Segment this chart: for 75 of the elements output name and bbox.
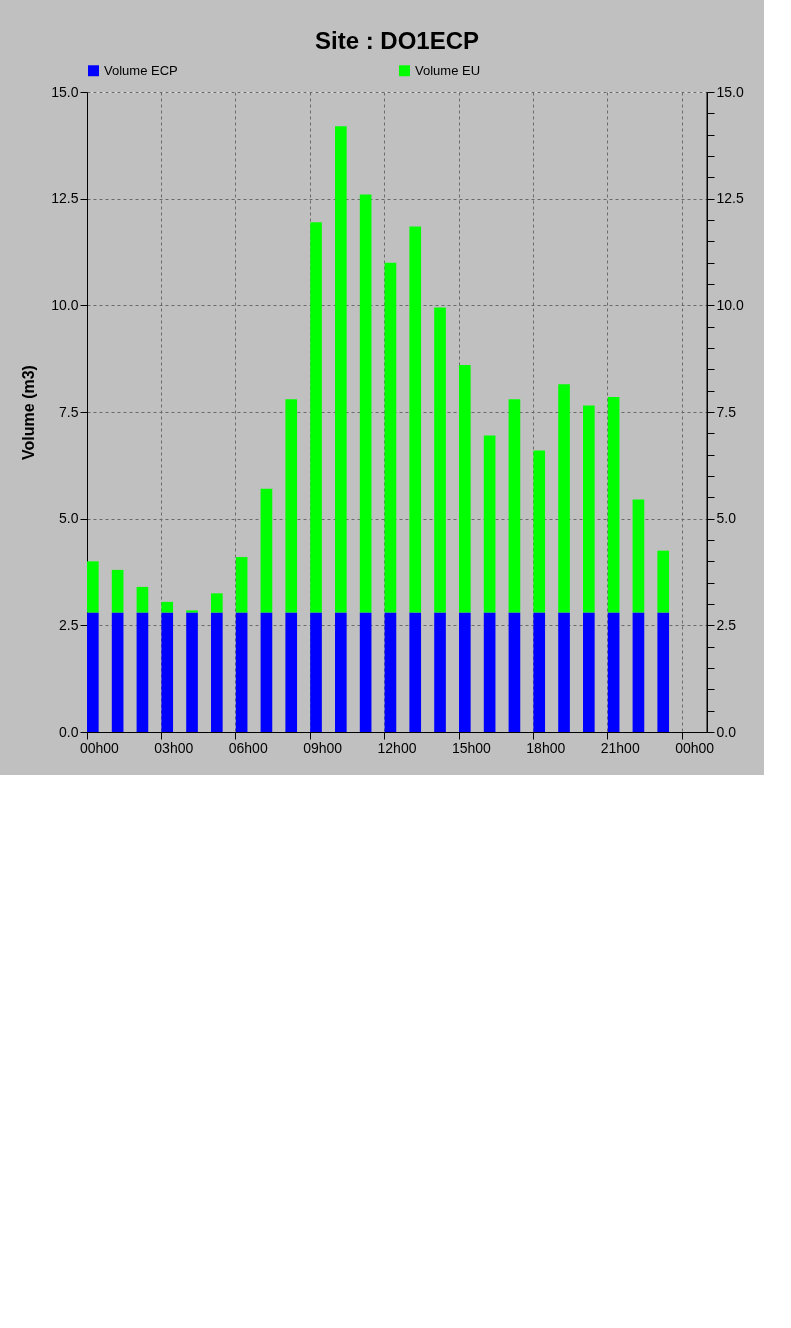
- y-tick-label: 5.0: [59, 510, 79, 527]
- x-tick-label: 21h00: [600, 739, 640, 756]
- bar: [235, 612, 248, 732]
- bar: [260, 612, 273, 732]
- bar: [235, 557, 248, 613]
- x-tick-label: 18h00: [526, 739, 566, 756]
- bar: [483, 435, 496, 613]
- bar: [285, 612, 298, 732]
- bar: [434, 612, 446, 732]
- bar: [211, 612, 223, 732]
- bar: [583, 612, 595, 732]
- bar: [409, 612, 422, 732]
- bar: [285, 399, 298, 613]
- bar: [335, 612, 347, 732]
- y-tick-label: 15.0: [51, 83, 79, 100]
- bar: [87, 561, 99, 613]
- bar: [459, 612, 471, 732]
- bar: [260, 488, 273, 613]
- bar: [533, 450, 546, 613]
- legend-label: Volume EU: [415, 62, 481, 78]
- bar: [186, 612, 198, 732]
- x-tick-label: 00h00: [675, 739, 715, 756]
- bar: [607, 397, 620, 613]
- y-tick-label: 7.5: [59, 403, 79, 420]
- bar: [136, 586, 149, 613]
- y2-tick-label: 10.0: [716, 296, 744, 313]
- bar: [508, 399, 521, 613]
- bar: [632, 612, 645, 732]
- legend-label: Volume ECP: [104, 62, 178, 78]
- bar: [136, 612, 149, 732]
- bar: [111, 612, 124, 732]
- bar: [161, 601, 174, 613]
- bar: [434, 307, 446, 613]
- bar: [558, 384, 570, 613]
- bar: [335, 126, 347, 613]
- bar: [359, 194, 372, 613]
- y2-tick-label: 5.0: [716, 510, 737, 527]
- bar: [632, 499, 645, 613]
- bar: [508, 612, 521, 732]
- x-tick-label: 03h00: [154, 739, 194, 756]
- x-tick-label: 06h00: [228, 739, 268, 756]
- bar: [409, 226, 422, 613]
- y-tick-label: 2.5: [59, 616, 79, 633]
- bar: [111, 569, 124, 613]
- bar: [211, 593, 223, 613]
- bar: [384, 612, 397, 732]
- y2-tick-label: 7.5: [716, 403, 737, 420]
- bar: [558, 612, 570, 732]
- x-tick-label: 00h00: [79, 739, 120, 756]
- y-axis-title: Volume (m3): [20, 365, 38, 460]
- bar: [657, 550, 670, 613]
- bar: [384, 262, 397, 613]
- bar: [359, 612, 372, 732]
- x-tick-label: 15h00: [451, 739, 492, 756]
- x-tick-label: 12h00: [377, 739, 417, 756]
- bar: [533, 612, 546, 732]
- x-tick-label: 09h00: [303, 739, 343, 756]
- bar: [459, 365, 471, 613]
- y-tick-label: 0.0: [59, 723, 79, 740]
- bar: [657, 612, 670, 732]
- bar: [310, 612, 322, 732]
- y2-tick-label: 2.5: [716, 616, 737, 633]
- bar: [483, 612, 496, 732]
- y2-tick-label: 0.0: [716, 723, 737, 740]
- chart-title: Site : DO1ECP: [314, 27, 480, 54]
- bar: [161, 612, 174, 732]
- y2-tick-label: 12.5: [716, 190, 744, 207]
- y2-tick-label: 15.0: [716, 83, 744, 100]
- bar: [310, 222, 322, 613]
- bar: [607, 612, 620, 732]
- bar: [186, 610, 198, 613]
- bar: [87, 612, 99, 732]
- bar: [583, 405, 595, 613]
- y-tick-label: 10.0: [51, 296, 79, 313]
- y-tick-label: 12.5: [51, 190, 79, 207]
